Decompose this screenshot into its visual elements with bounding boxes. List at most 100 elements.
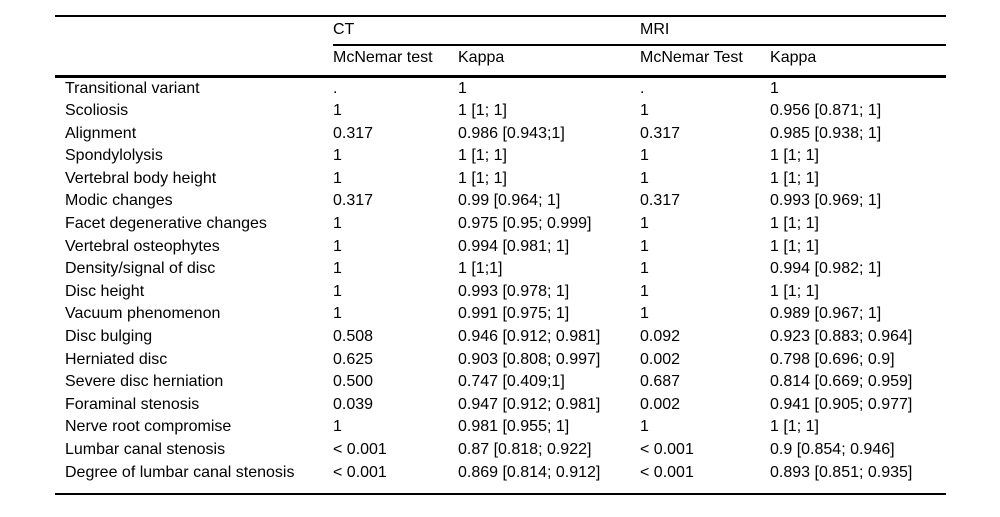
row-label: Vacuum phenomenon (65, 305, 221, 323)
ct-mcnemar-value: 1 (333, 305, 342, 323)
ct-kappa-value: 0.975 [0.95; 0.999] (458, 215, 592, 233)
mri-kappa-value: 0.798 [0.696; 0.9] (770, 350, 895, 368)
ct-mcnemar-value: 1 (333, 102, 342, 120)
mri-kappa-value: 1 [1; 1] (770, 169, 819, 187)
mri-mcnemar-value: . (640, 79, 645, 97)
ct-mcnemar-value: . (333, 79, 338, 97)
row-label: Disc bulging (65, 328, 153, 346)
row-label: Herniated disc (65, 350, 168, 368)
table-row: Disc height 1 0.993 [0.978; 1] 1 1 [1; 1… (55, 281, 946, 304)
mri-kappa-value: 0.985 [0.938; 1] (770, 124, 882, 142)
mri-mcnemar-value: 0.687 (640, 373, 681, 391)
row-label: Lumbar canal stenosis (65, 441, 226, 458)
mri-mcnemar-value: 0.002 (640, 350, 681, 368)
table-row: Spondylolysis 1 1 [1; 1] 1 1 [1; 1] (55, 145, 946, 168)
ct-kappa-value: 1 [1; 1] (458, 147, 507, 165)
row-label: Transitional variant (65, 79, 200, 97)
table-row: Disc bulging 0.508 0.946 [0.912; 0.981] … (55, 326, 946, 349)
mri-kappa-value: 0.893 [0.851; 0.935] (770, 463, 913, 481)
ct-mcnemar-value: 1 (333, 282, 342, 300)
mri-mcnemar-value: 0.317 (640, 124, 681, 142)
mri-mcnemar-value: 0.092 (640, 328, 681, 346)
table-body: Transitional variant . 1 . 1 Scoliosis 1… (55, 76, 946, 494)
column-header-row: McNemar test Kappa McNemar Test Kappa (55, 45, 946, 76)
mri-mcnemar-value: < 0.001 (640, 463, 694, 481)
row-label: Modic changes (65, 192, 173, 210)
table-row: Facet degenerative changes 1 0.975 [0.95… (55, 213, 946, 236)
mri-mcnemar-value: 0.002 (640, 395, 681, 413)
mri-kappa-value: 0.993 [0.969; 1] (770, 192, 882, 210)
ct-kappa-value: 0.747 [0.409;1] (458, 373, 565, 391)
table-row: Herniated disc 0.625 0.903 [0.808; 0.997… (55, 349, 946, 372)
table-row: Scoliosis 1 1 [1; 1] 1 0.956 [0.871; 1] (55, 100, 946, 123)
col-header-ct-kappa: Kappa (458, 48, 505, 66)
ct-kappa-value: 0.99 [0.964; 1] (458, 192, 561, 210)
group-header-ct: CT (333, 16, 641, 46)
row-label: Spondylolysis (65, 147, 163, 165)
mri-mcnemar-value: 1 (640, 147, 649, 165)
ct-kappa-value: 0.946 [0.912; 0.981] (458, 328, 601, 346)
row-label: Foraminal stenosis (65, 395, 200, 413)
table-row: Foraminal stenosis 0.039 0.947 [0.912; 0… (55, 394, 946, 417)
table-row: Lumbar canal stenosis < 0.001 0.87 [0.81… (55, 439, 946, 462)
table-row: Density/signal of disc 1 1 [1;1] 1 0.994… (55, 258, 946, 281)
table-row: Modic changes 0.317 0.99 [0.964; 1] 0.31… (55, 190, 946, 213)
mri-kappa-value: 0.941 [0.905; 0.977] (770, 395, 913, 413)
agreement-table: CT MRI McNemar test Kappa McNemar Test K… (55, 15, 947, 496)
col-header-mri-mcnemar: McNemar Test (640, 48, 743, 66)
mri-kappa-value: 0.989 [0.967; 1] (770, 305, 882, 323)
row-label: Disc height (65, 282, 145, 300)
table-row: Nerve root compromise 1 0.981 [0.955; 1]… (55, 416, 946, 439)
row-label: Density/signal of disc (65, 260, 216, 278)
mri-mcnemar-value: 1 (640, 260, 649, 278)
empty-header-cell (55, 45, 333, 76)
mri-mcnemar-value: 1 (640, 418, 649, 436)
ct-mcnemar-value: 1 (333, 260, 342, 278)
table-row: Vacuum phenomenon 1 0.991 [0.975; 1] 1 0… (55, 303, 946, 326)
row-label: Alignment (65, 124, 137, 142)
ct-kappa-value: 1 [1;1] (458, 260, 503, 278)
table-row: Severe disc herniation 0.500 0.747 [0.40… (55, 371, 946, 394)
ct-mcnemar-value: 1 (333, 418, 342, 436)
mri-kappa-value: 0.814 [0.669; 0.959] (770, 373, 913, 391)
row-label: Nerve root compromise (65, 418, 232, 436)
ct-mcnemar-value: 0.317 (333, 192, 374, 210)
mri-kappa-value: 0.9 [0.854; 0.946] (770, 441, 895, 458)
row-label: Facet degenerative changes (65, 215, 267, 233)
modality-group-row: CT MRI (55, 16, 947, 46)
ct-mcnemar-value: 1 (333, 147, 342, 165)
mri-mcnemar-value: 1 (640, 169, 649, 187)
ct-mcnemar-value: 0.039 (333, 395, 374, 413)
row-label: Scoliosis (65, 102, 129, 120)
row-label: Severe disc herniation (65, 373, 224, 391)
ct-mcnemar-value: 0.625 (333, 350, 374, 368)
ct-kappa-value: 0.993 [0.978; 1] (458, 282, 570, 300)
ct-mcnemar-value: 0.317 (333, 124, 374, 142)
mri-kappa-value: 0.956 [0.871; 1] (770, 102, 882, 120)
mri-mcnemar-value: 1 (640, 215, 649, 233)
row-label: Vertebral body height (65, 169, 217, 187)
table-row: Alignment 0.317 0.986 [0.943;1] 0.317 0.… (55, 123, 946, 146)
ct-mcnemar-value: 1 (333, 169, 342, 187)
mri-kappa-value: 1 [1; 1] (770, 147, 819, 165)
mri-kappa-value: 0.923 [0.883; 0.964] (770, 328, 913, 346)
mri-kappa-value: 0.994 [0.982; 1] (770, 260, 882, 278)
col-header-mri-kappa: Kappa (770, 48, 817, 66)
ct-kappa-value: 1 (458, 79, 467, 97)
mri-kappa-value: 1 [1; 1] (770, 215, 819, 233)
ct-kappa-value: 0.991 [0.975; 1] (458, 305, 570, 323)
col-header-ct-mcnemar: McNemar test (333, 48, 433, 66)
ct-kappa-value: 0.981 [0.955; 1] (458, 418, 570, 436)
mri-kappa-value: 1 (770, 79, 779, 97)
row-label: Vertebral osteophytes (65, 237, 220, 255)
mri-kappa-value: 1 [1; 1] (770, 237, 819, 255)
ct-kappa-value: 0.87 [0.818; 0.922] (458, 441, 592, 458)
empty-corner-cell (55, 16, 333, 45)
ct-kappa-value: 0.903 [0.808; 0.997] (458, 350, 601, 368)
ct-kappa-value: 0.947 [0.912; 0.981] (458, 395, 601, 413)
mri-mcnemar-value: 0.317 (640, 192, 681, 210)
ct-kappa-value: 0.986 [0.943;1] (458, 124, 565, 142)
mri-mcnemar-value: < 0.001 (640, 441, 694, 458)
ct-mcnemar-value: 1 (333, 215, 342, 233)
